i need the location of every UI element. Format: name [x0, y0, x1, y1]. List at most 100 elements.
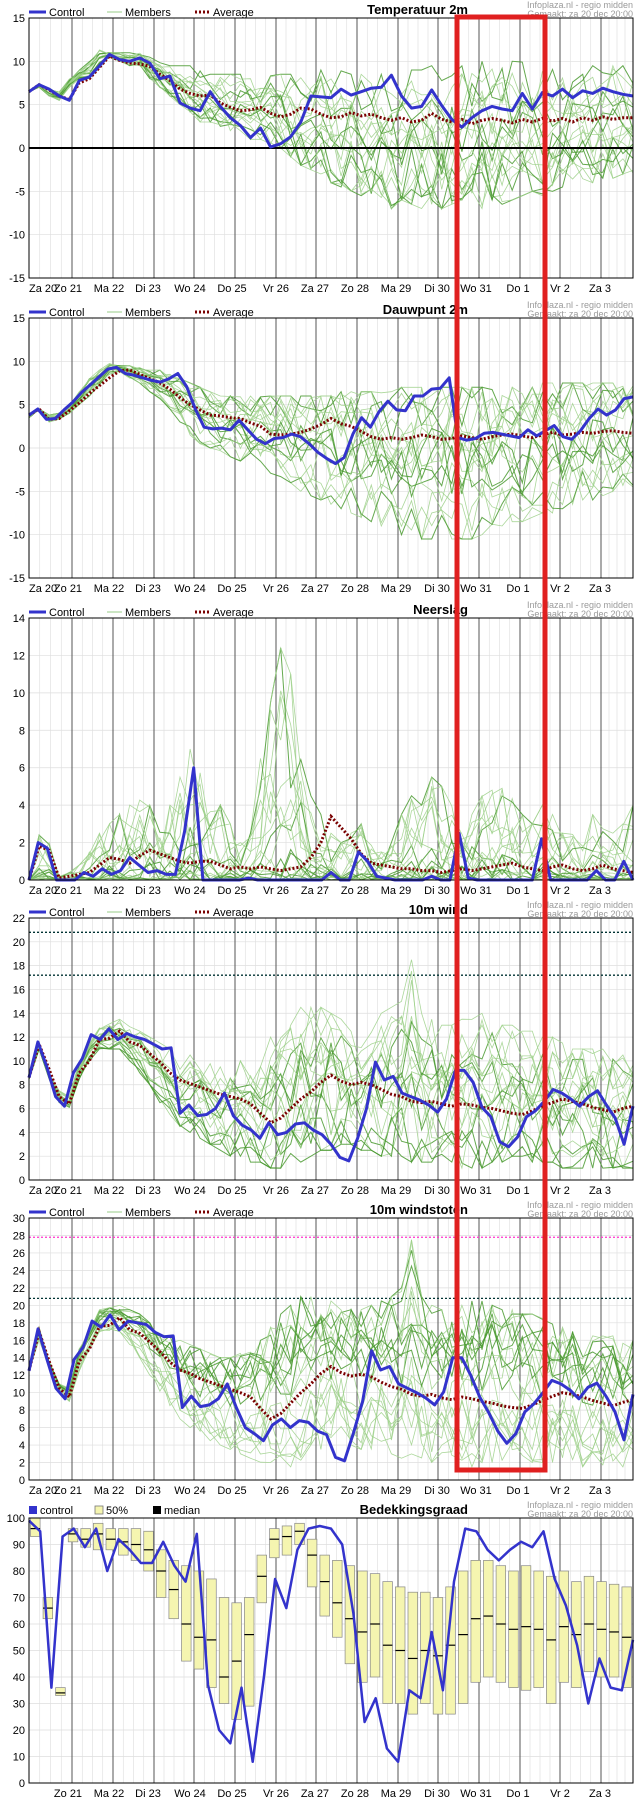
chart-title: Dauwpunt 2m: [383, 302, 468, 317]
member-series-line: [28, 54, 634, 167]
x-day-label: Zo 21: [54, 1485, 82, 1497]
x-day-label: Za 3: [589, 885, 611, 897]
y-tick-label: 80: [13, 1566, 25, 1578]
credit-date: Gemaakt: za 20 dec 20:00: [527, 9, 633, 19]
y-tick-label: 4: [19, 800, 25, 812]
y-tick-label: 90: [13, 1540, 25, 1552]
legend: Control Members Average: [29, 607, 254, 619]
x-day-label: Vr 26: [263, 1185, 289, 1197]
y-tick-label: -5: [15, 186, 25, 198]
x-day-label: Zo 28: [341, 1788, 369, 1800]
member-lines: [28, 1239, 634, 1469]
member-series-line: [28, 1328, 634, 1468]
cloud-band-bar: [470, 1560, 481, 1683]
x-day-label: Ma 29: [381, 283, 412, 295]
cloud-band-bar: [319, 1554, 330, 1617]
cloud-band-bar: [55, 1687, 66, 1696]
y-tick-label: 14: [13, 613, 25, 625]
plot-frame: [28, 1217, 634, 1481]
cloud-band-bar: [269, 1528, 280, 1559]
legend-band-label: 50%: [106, 1505, 128, 1517]
member-series-line: [28, 363, 634, 428]
x-day-label: Ma 29: [381, 583, 412, 595]
x-day-label: Di 23: [135, 1788, 161, 1800]
y-tick-label: 30: [13, 1213, 25, 1225]
x-day-label: Ma 22: [94, 1788, 125, 1800]
member-series-line: [28, 1264, 634, 1394]
y-tick-label: 10: [13, 1388, 25, 1400]
legend-members-label: Members: [125, 907, 171, 919]
cloud-band-bar: [357, 1570, 368, 1683]
y-tick-label: 2: [19, 838, 25, 850]
y-tick-label: 0: [19, 1175, 25, 1187]
x-day-label: Do 1: [506, 1185, 529, 1197]
x-day-label: Wo 31: [460, 885, 492, 897]
chart-title: Neerslag: [413, 602, 468, 617]
y-tick-label: 16: [13, 1335, 25, 1347]
x-day-label: Za 27: [301, 1185, 329, 1197]
y-tick-label: 5: [19, 400, 25, 412]
x-day-label: Do 25: [217, 1485, 246, 1497]
x-day-label: Zo 28: [341, 885, 369, 897]
member-series-line: [28, 367, 634, 520]
control-series-line: [28, 365, 634, 466]
x-day-label: Za 27: [301, 583, 329, 595]
x-day-label: Di 23: [135, 885, 161, 897]
legend-control-label: Control: [49, 307, 84, 319]
y-tick-label: 10: [13, 56, 25, 68]
x-day-label: Ma 22: [94, 583, 125, 595]
x-day-label: Zo 21: [54, 1185, 82, 1197]
y-tick-label: -15: [9, 273, 25, 285]
legend-control-label: Control: [49, 907, 84, 919]
cloud-band-bar: [457, 1570, 469, 1704]
x-day-label: Do 25: [217, 885, 246, 897]
legend-members-label: Members: [125, 1207, 171, 1219]
chart-title: 10m windstoten: [370, 1202, 468, 1217]
y-tick-label: 10: [13, 1752, 25, 1764]
member-series-line: [28, 364, 634, 472]
y-tick-label: 0: [19, 1475, 25, 1487]
average-series-line: [27, 813, 634, 881]
x-day-label: Vr 2: [550, 283, 570, 295]
x-day-label: Di 23: [135, 1485, 161, 1497]
credit-date: Gemaakt: za 20 dec 20:00: [527, 609, 633, 619]
y-tick-label: 26: [13, 1248, 25, 1260]
y-tick-label: 50: [13, 1646, 25, 1658]
cloud-band-bar: [306, 1538, 318, 1588]
x-day-label: Vr 2: [550, 583, 570, 595]
legend-control-label: control: [40, 1505, 73, 1517]
x-day-label: Do 1: [506, 1485, 529, 1497]
x-day-label: Vr 2: [550, 1185, 570, 1197]
member-series-line: [28, 980, 634, 1098]
member-series-line: [28, 970, 634, 1103]
member-series-line: [28, 1025, 634, 1127]
x-day-label: Za 20: [29, 1485, 57, 1497]
cloud-band-bar: [407, 1591, 418, 1715]
y-tick-label: 14: [13, 1353, 25, 1365]
member-series-line: [28, 1014, 634, 1119]
x-day-label: Za 20: [29, 583, 57, 595]
x-day-label: Vr 26: [263, 1485, 289, 1497]
y-tick-label: 24: [13, 1265, 25, 1277]
x-day-label: Wo 31: [460, 1485, 492, 1497]
x-day-label: Za 3: [589, 283, 611, 295]
x-day-label: Do 25: [217, 283, 246, 295]
y-tick-label: 4: [19, 1440, 25, 1452]
y-tick-label: 70: [13, 1593, 25, 1605]
x-day-label: Di 30: [424, 1485, 450, 1497]
plot-background: [29, 1218, 633, 1480]
x-day-label: Za 27: [301, 1788, 329, 1800]
member-series-line: [28, 1308, 634, 1405]
x-day-label: Vr 2: [550, 1485, 570, 1497]
x-day-label: Ma 29: [381, 1485, 412, 1497]
x-day-label: Za 20: [29, 1185, 57, 1197]
x-day-label: Wo 24: [174, 583, 206, 595]
x-day-label: Do 1: [506, 885, 529, 897]
x-day-label: Zo 28: [341, 1485, 369, 1497]
y-tick-label: 15: [13, 13, 25, 25]
legend-average-label: Average: [213, 907, 254, 919]
x-day-label: Di 23: [135, 283, 161, 295]
x-day-label: Zo 28: [341, 583, 369, 595]
y-tick-label: 18: [13, 1318, 25, 1330]
